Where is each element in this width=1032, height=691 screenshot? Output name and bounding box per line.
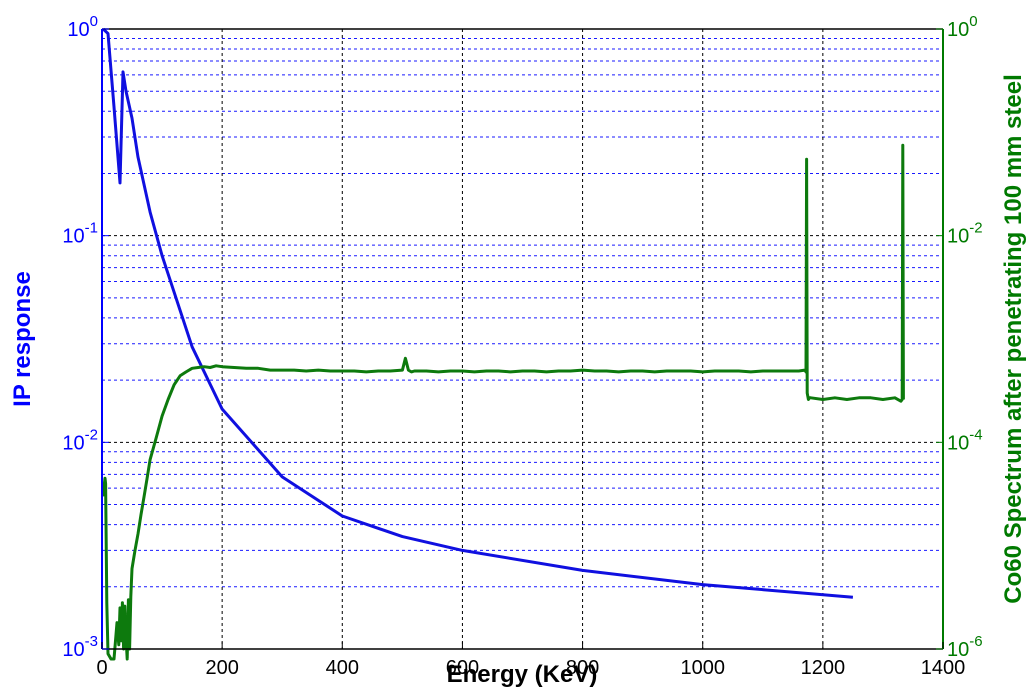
axes [101,28,944,650]
x-tick-label: 1400 [921,657,966,679]
plot-area [102,29,943,649]
y-right-tick-label: 10-6 [947,633,983,661]
tick-labels: 0 200 400 600 800 1000 1200 1400 10-3 10-2 10-1 100… [62,13,982,679]
x-tick-label: 600 [446,657,479,679]
x-tick-label: 1000 [680,657,725,679]
y-left-tick-label: 10-3 [62,633,98,661]
x-tick-label: 400 [326,657,359,679]
x-tick-label: 800 [566,657,599,679]
y-right-tick-label: 10-4 [947,426,983,454]
x-axis-title: Energy (KeV) [447,661,598,688]
co60-spectrum-line [102,143,905,661]
x-tick-label: 200 [205,657,238,679]
ip-response-line [102,27,854,599]
grid [101,28,944,650]
x-tick-label: 1200 [801,657,846,679]
y-left-tick-label: 10-1 [62,220,98,248]
y-right-axis-title: Co60 Spectrum after penetrating 100 mm s… [1000,74,1027,604]
y-left-tick-label: 100 [67,13,98,41]
y-left-axis-title: IP response [9,271,36,407]
x-tick-label: 0 [96,657,107,679]
y-right-tick-label: 10-2 [947,220,983,248]
y-left-tick-label: 10-2 [62,426,98,454]
y-right-tick-label: 100 [947,13,978,41]
series-layer [102,27,905,661]
